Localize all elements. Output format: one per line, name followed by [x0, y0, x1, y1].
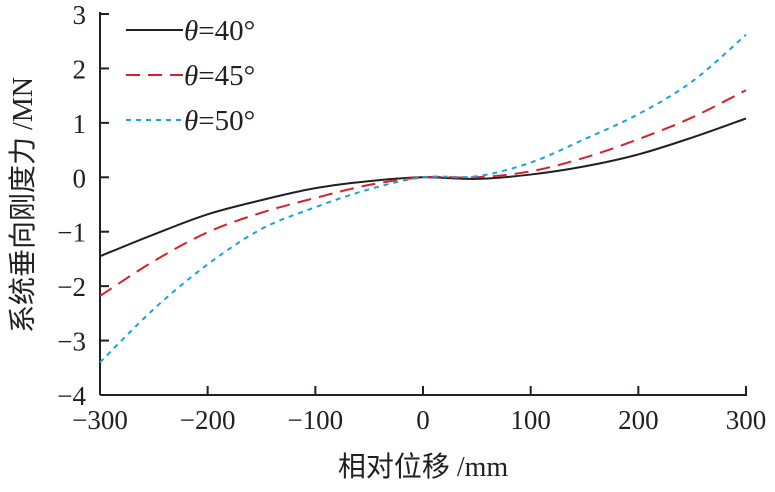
y-tick-label: −1: [57, 218, 86, 248]
legend: θ=40°θ=45°θ=50°: [126, 15, 255, 137]
legend-value: =50°: [198, 105, 255, 137]
x-tick-label: 300: [726, 405, 767, 435]
x-tick-label: −300: [72, 405, 128, 435]
legend-label: θ=45°: [184, 60, 255, 92]
y-tick-label: 1: [73, 109, 87, 139]
legend-label: θ=40°: [184, 15, 255, 47]
y-tick-label: −4: [57, 381, 86, 411]
series-group: [99, 33, 747, 364]
x-tick-label: 200: [618, 405, 659, 435]
y-tick-label: 0: [73, 163, 87, 193]
legend-value: =45°: [198, 60, 255, 92]
legend-value: =40°: [198, 15, 255, 47]
legend-theta: θ: [184, 60, 198, 92]
axes: −300 −200 −100 0 100 200 300 −4 −3 −2 −1 0 1 2 3: [57, 0, 766, 435]
y-tick-label: −3: [57, 327, 86, 357]
x-axis-label: 相对位移 /mm: [338, 451, 509, 483]
x-tick-label: 0: [416, 405, 430, 435]
legend-label: θ=50°: [184, 105, 255, 137]
y-axis-label: 系统垂向刚度力 /MN: [7, 77, 39, 333]
y-tick-label: 3: [73, 0, 87, 30]
x-tick-label: 100: [510, 405, 551, 435]
x-tick-label: −100: [287, 405, 343, 435]
series-line-40: [99, 117, 747, 258]
y-tick-label: −2: [57, 272, 86, 302]
legend-theta: θ: [184, 105, 198, 137]
legend-theta: θ: [184, 15, 198, 47]
series-line-50: [99, 33, 747, 364]
y-tick-label: 2: [73, 54, 87, 84]
x-tick-label: −200: [180, 405, 236, 435]
